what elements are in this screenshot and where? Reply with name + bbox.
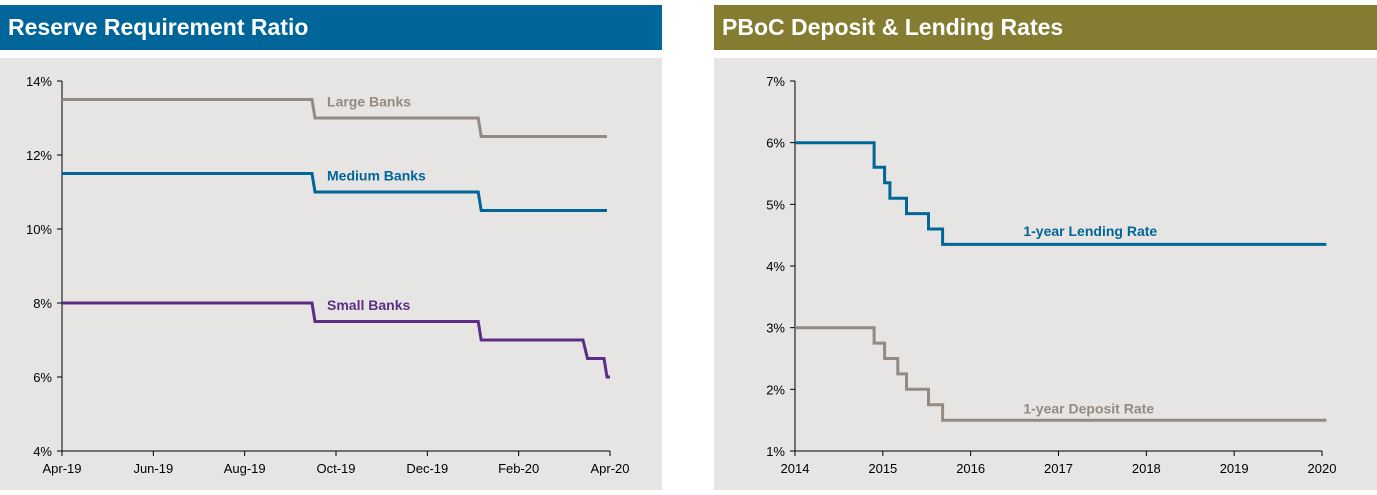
y-tick-label: 14% [26, 74, 52, 89]
series-label-small-banks: Small Banks [327, 297, 410, 313]
y-tick-label: 6% [33, 370, 52, 385]
x-tick-label: Feb-20 [498, 461, 539, 476]
chart-title: Reserve Requirement Ratio [0, 5, 662, 50]
y-tick-label: 6% [766, 136, 785, 151]
y-tick-label: 4% [766, 259, 785, 274]
plot-background [714, 58, 1377, 490]
series-label-large-banks: Large Banks [327, 94, 411, 110]
y-tick-label: 4% [33, 444, 52, 459]
y-tick-label: 8% [33, 296, 52, 311]
y-tick-label: 5% [766, 197, 785, 212]
series-line-1-year-deposit-rate [795, 326, 1327, 422]
x-tick-label: 2017 [1044, 461, 1073, 476]
y-tick-label: 7% [766, 74, 785, 89]
x-tick-label: Apr-19 [42, 461, 81, 476]
y-tick-label: 3% [766, 321, 785, 336]
rrr-panel: Reserve Requirement Ratio 4% 6% 8% 10% 12% 14… [0, 0, 662, 495]
series-line-large-banks [62, 98, 607, 138]
x-tick-label: Apr-20 [590, 461, 629, 476]
y-tick-label: 2% [766, 382, 785, 397]
y-tick-label: 10% [26, 222, 52, 237]
x-tick-label: 2016 [956, 461, 985, 476]
series-line-small-banks [62, 301, 610, 379]
series-label-1-year-lending-rate: 1-year Lending Rate [1023, 223, 1157, 239]
chart-title: PBoC Deposit & Lending Rates [714, 5, 1377, 50]
series-label-medium-banks: Medium Banks [327, 168, 426, 184]
series-line-medium-banks [62, 172, 607, 212]
x-tick-label: 2014 [781, 461, 810, 476]
x-tick-label: Aug-19 [224, 461, 266, 476]
pboc-panel: PBoC Deposit & Lending Rates 1% 2% 3% 4% 5% 6… [714, 0, 1377, 495]
x-tick-label: Jun-19 [133, 461, 173, 476]
x-tick-label: 2019 [1220, 461, 1249, 476]
rrr-chart: 4% 6% 8% 10% 12% 14% Apr-19 Jun-19 Aug-19 Oct-19 D… [26, 74, 630, 476]
y-tick-label: 12% [26, 148, 52, 163]
series-line-1-year-lending-rate [795, 141, 1327, 246]
y-tick-label: 1% [766, 444, 785, 459]
x-tick-label: 2018 [1132, 461, 1161, 476]
series-label-1-year-deposit-rate: 1-year Deposit Rate [1023, 401, 1154, 417]
x-tick-label: Dec-19 [406, 461, 448, 476]
plot-background [0, 58, 662, 490]
x-tick-label: 2015 [868, 461, 897, 476]
x-tick-label: Oct-19 [316, 461, 355, 476]
x-tick-label: 2020 [1308, 461, 1337, 476]
pboc-chart: 1% 2% 3% 4% 5% 6% 7% 2014 2015 2016 2017 2018 2019 20… [766, 74, 1337, 476]
